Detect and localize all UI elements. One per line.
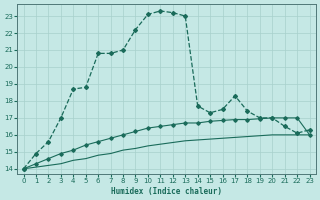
X-axis label: Humidex (Indice chaleur): Humidex (Indice chaleur) xyxy=(111,187,222,196)
